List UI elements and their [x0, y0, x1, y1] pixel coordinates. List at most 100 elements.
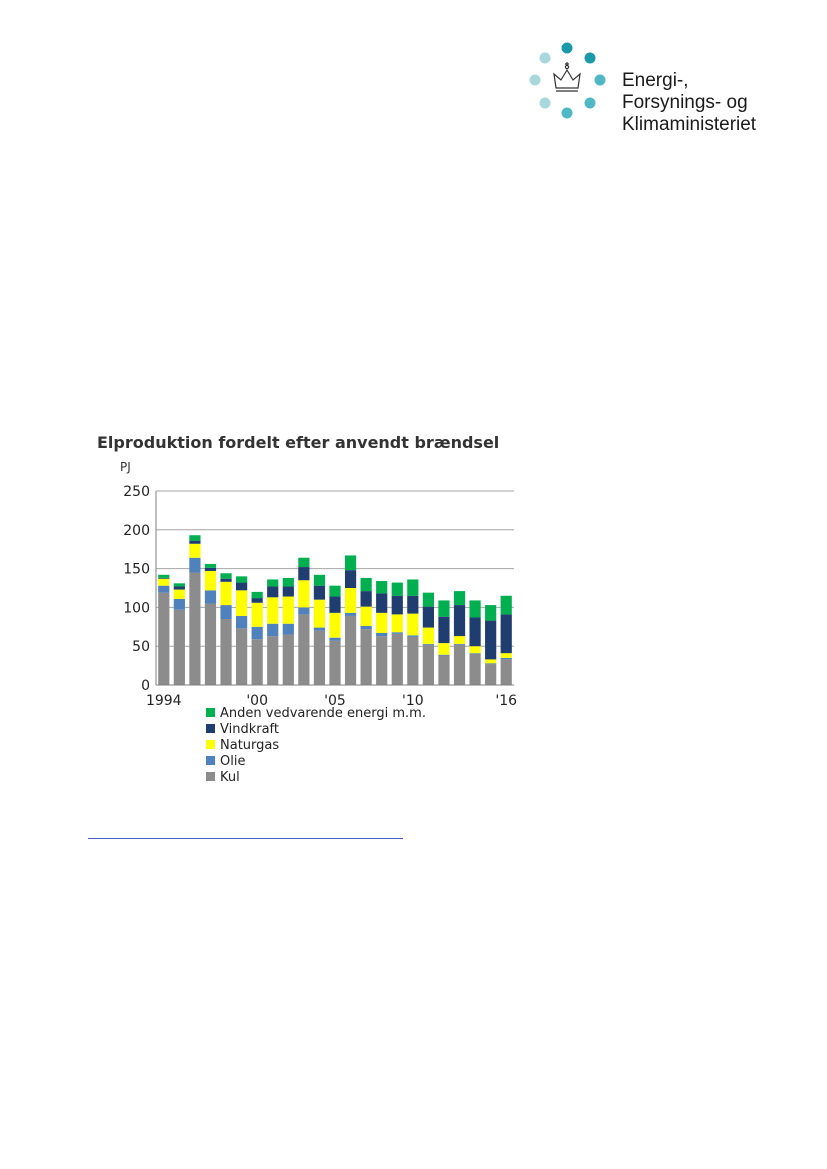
legend-swatch	[206, 740, 215, 749]
legend-swatch	[206, 772, 215, 781]
legend-label: Anden vedvarende energi m.m.	[220, 706, 426, 721]
bar-segment	[453, 591, 466, 606]
bar-segment	[173, 598, 185, 610]
bar-segment	[376, 636, 388, 685]
bar-segment	[469, 617, 481, 647]
logo-dot	[539, 52, 551, 64]
bar-segment	[391, 582, 403, 596]
bar-segment	[313, 599, 326, 628]
bar-segment	[485, 664, 497, 685]
bar-segment	[422, 627, 434, 644]
bar-segment	[329, 612, 341, 638]
x-tick-label: '05	[324, 693, 346, 709]
bar-segment	[251, 602, 263, 627]
bar-segment	[485, 659, 497, 664]
y-tick-label: 100	[123, 600, 150, 616]
bar-segment	[313, 585, 326, 600]
bar-segment	[376, 612, 388, 634]
bar-segment	[189, 557, 201, 573]
logo-dot	[561, 42, 573, 54]
y-tick-label: 150	[123, 562, 150, 578]
bar-segment	[344, 570, 357, 588]
x-tick-label: '10	[402, 693, 424, 709]
bar-segment	[173, 609, 185, 685]
bar-segment	[204, 563, 217, 568]
bar-segment	[313, 574, 326, 586]
bar-segment	[158, 592, 170, 685]
bar-segment	[251, 598, 263, 603]
bar-segment	[236, 628, 248, 685]
bar-segment	[158, 577, 170, 579]
bar-segment	[360, 591, 372, 607]
bar-segment	[407, 579, 419, 596]
bar-segment	[204, 567, 217, 571]
bar-segment	[158, 574, 170, 578]
y-tick-label: 50	[132, 639, 150, 655]
legend-label: Naturgas	[220, 738, 279, 753]
bar-segment	[220, 619, 232, 685]
bar-segment	[189, 540, 201, 544]
bar-segment	[344, 612, 357, 616]
bar-segment	[158, 578, 170, 586]
bar-segment	[220, 605, 232, 620]
legend-swatch	[206, 756, 215, 765]
bar-segment	[376, 581, 388, 594]
bar-segment	[407, 613, 419, 636]
bar-segment	[376, 593, 388, 613]
bar-segment	[500, 653, 512, 658]
x-tick-label: '16	[495, 693, 517, 709]
ministry-name: Energi-, Forsynings- og Klimaministeriet	[622, 70, 756, 136]
bar-segment	[469, 646, 481, 654]
bar-segment	[158, 585, 170, 593]
bar-segment	[422, 592, 434, 607]
logo-dot	[529, 74, 541, 86]
bar-segment	[173, 589, 185, 599]
x-tick-label: 1994	[146, 693, 182, 709]
bar-segment	[298, 607, 310, 615]
bar-segment	[422, 643, 434, 645]
bar-segment	[189, 572, 201, 685]
bar-segment	[298, 557, 310, 568]
bar-segment	[453, 644, 466, 685]
y-tick-label: 0	[141, 678, 150, 694]
bar-segment	[313, 630, 326, 685]
logo-dot	[584, 52, 596, 64]
bar-segment	[391, 614, 403, 633]
bar-segment	[453, 643, 466, 645]
y-axis-unit-label: PJ	[120, 460, 131, 474]
footnote-separator	[88, 838, 403, 839]
bar-segment	[438, 600, 450, 617]
bar-segment	[282, 634, 294, 685]
logo-dot	[594, 74, 606, 86]
logo-dot	[561, 107, 573, 119]
bar-segment	[220, 578, 232, 582]
bar-segment	[438, 643, 450, 655]
crown-logo-icon	[529, 42, 606, 119]
bar-segment	[282, 577, 294, 587]
bar-segment	[298, 567, 310, 581]
y-tick-label: 250	[123, 484, 150, 500]
bar-segment	[438, 655, 450, 685]
bar-segment	[236, 582, 248, 591]
bar-segment	[204, 570, 217, 591]
bar-segment	[500, 595, 512, 615]
bar-segment	[407, 595, 419, 614]
bar-segment	[282, 623, 294, 635]
bar-segment	[251, 626, 263, 640]
bar-segment	[453, 636, 466, 644]
bar-segment	[282, 596, 294, 624]
bar-segment	[344, 555, 357, 571]
bar-segment	[251, 639, 263, 685]
bar-segment	[391, 632, 403, 634]
bar-segment	[360, 626, 372, 630]
ministry-logo: Energi-, Forsynings- og Klimaministeriet	[526, 40, 786, 140]
bar-segment	[485, 605, 497, 621]
bar-segment	[422, 606, 434, 628]
bar-segment	[313, 627, 326, 631]
bar-segment	[220, 581, 232, 606]
bar-segment	[360, 629, 372, 685]
bar-segment	[500, 659, 512, 685]
x-tick-label: '00	[246, 693, 268, 709]
legend-swatch	[206, 708, 215, 717]
bar-segment	[422, 644, 434, 685]
